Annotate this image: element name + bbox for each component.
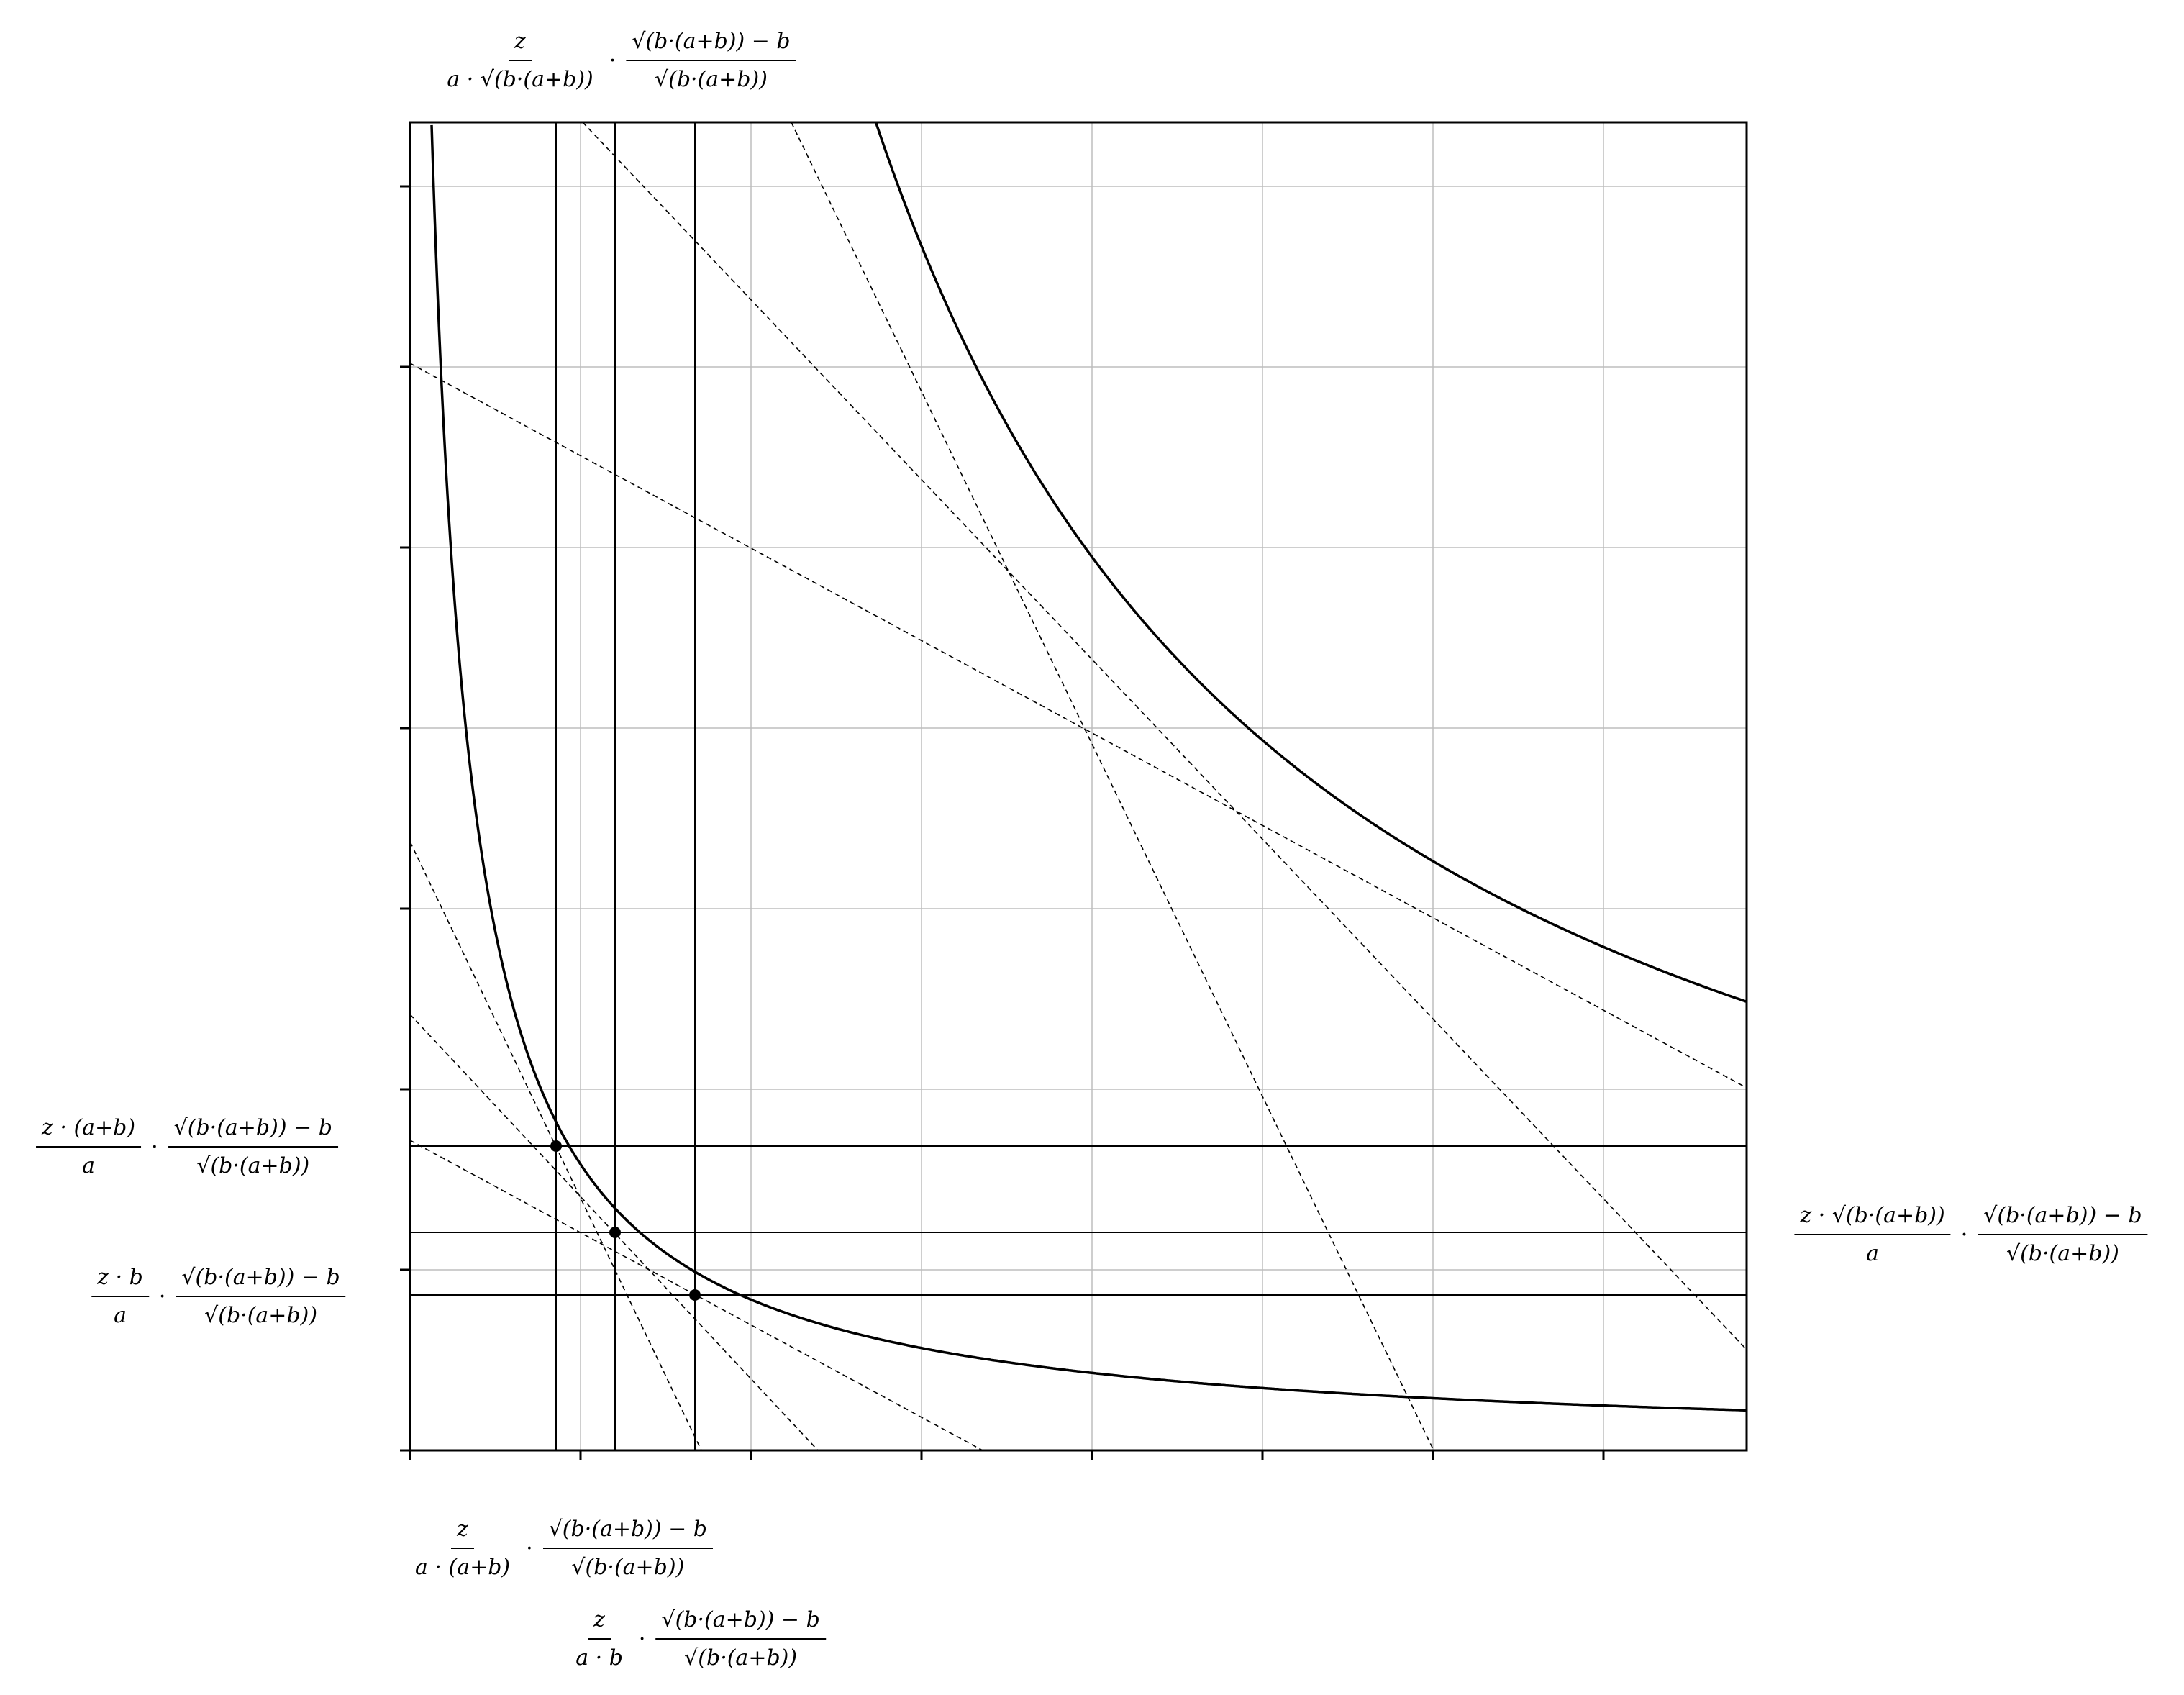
left-upper-right-den: √(b·(a+b)) — [196, 1153, 310, 1178]
top-label-right-num: √(b·(a+b)) − b — [626, 29, 796, 61]
left-upper-left-den: a — [82, 1153, 96, 1178]
right-label-left-den: a — [1866, 1241, 1880, 1266]
right-label: z · √(b·(a+b)) a · √(b·(a+b)) − b √(b·(a+b… — [1790, 1203, 2152, 1266]
bottom-first-label: z a · (a+b) · √(b·(a+b)) − b √(b·(a+b)) — [405, 1517, 717, 1580]
intersection-point — [689, 1289, 701, 1301]
dashed-line — [791, 122, 1434, 1450]
left-lower-right-den: √(b·(a+b)) — [204, 1303, 318, 1328]
left-lower-right-num: √(b·(a+b)) − b — [176, 1265, 346, 1297]
top-label: z a · √(b·(a+b)) · √(b·(a+b)) − b √(b·(a+b… — [437, 29, 800, 92]
left-upper-left-num: z · (a+b) — [36, 1115, 142, 1148]
bottom-first-left-den: a · (a+b) — [415, 1555, 511, 1580]
top-label-left-num: z — [509, 29, 532, 61]
dashed-line — [410, 1140, 983, 1450]
bottom-second-dot: · — [638, 1626, 646, 1652]
left-lower-left-den: a — [114, 1303, 127, 1328]
top-label-right-den: √(b·(a+b)) — [655, 67, 768, 92]
plot-frame — [409, 121, 1748, 1452]
left-lower-label: z · b a · √(b·(a+b)) − b √(b·(a+b)) — [87, 1265, 350, 1328]
left-lower-left-num: z · b — [91, 1265, 149, 1297]
intersection-point — [609, 1227, 621, 1238]
bottom-first-dot: · — [526, 1535, 533, 1561]
lower-curve — [430, 124, 1747, 1412]
left-lower-dot: · — [158, 1283, 166, 1309]
bottom-second-right-den: √(b·(a+b)) — [684, 1645, 798, 1671]
bottom-first-right-num: √(b·(a+b)) − b — [542, 1517, 713, 1549]
top-label-left-den: a · √(b·(a+b)) — [447, 67, 593, 92]
bottom-second-right-num: √(b·(a+b)) − b — [655, 1607, 826, 1640]
upper-curve — [874, 122, 1747, 1004]
intersection-point — [550, 1140, 562, 1152]
top-label-dot: · — [609, 47, 616, 73]
bottom-second-label: z a · b · √(b·(a+b)) − b √(b·(a+b)) — [565, 1607, 830, 1671]
right-label-right-num: √(b·(a+b)) − b — [1978, 1203, 2148, 1235]
bottom-first-left-num: z — [451, 1517, 474, 1549]
right-label-dot: · — [1960, 1222, 1968, 1248]
dashed-line — [582, 122, 1747, 1350]
left-upper-dot: · — [151, 1134, 158, 1160]
bottom-first-right-den: √(b·(a+b)) — [571, 1555, 685, 1580]
right-label-right-den: √(b·(a+b)) — [2006, 1241, 2119, 1266]
left-upper-label: z · (a+b) a · √(b·(a+b)) − b √(b·(a+b)) — [32, 1115, 342, 1178]
right-label-left-num: z · √(b·(a+b)) — [1794, 1203, 1951, 1235]
bottom-second-left-den: a · b — [575, 1645, 623, 1671]
left-upper-right-num: √(b·(a+b)) − b — [168, 1115, 338, 1148]
bottom-second-left-num: z — [588, 1607, 611, 1640]
dashed-line — [410, 363, 1747, 1089]
